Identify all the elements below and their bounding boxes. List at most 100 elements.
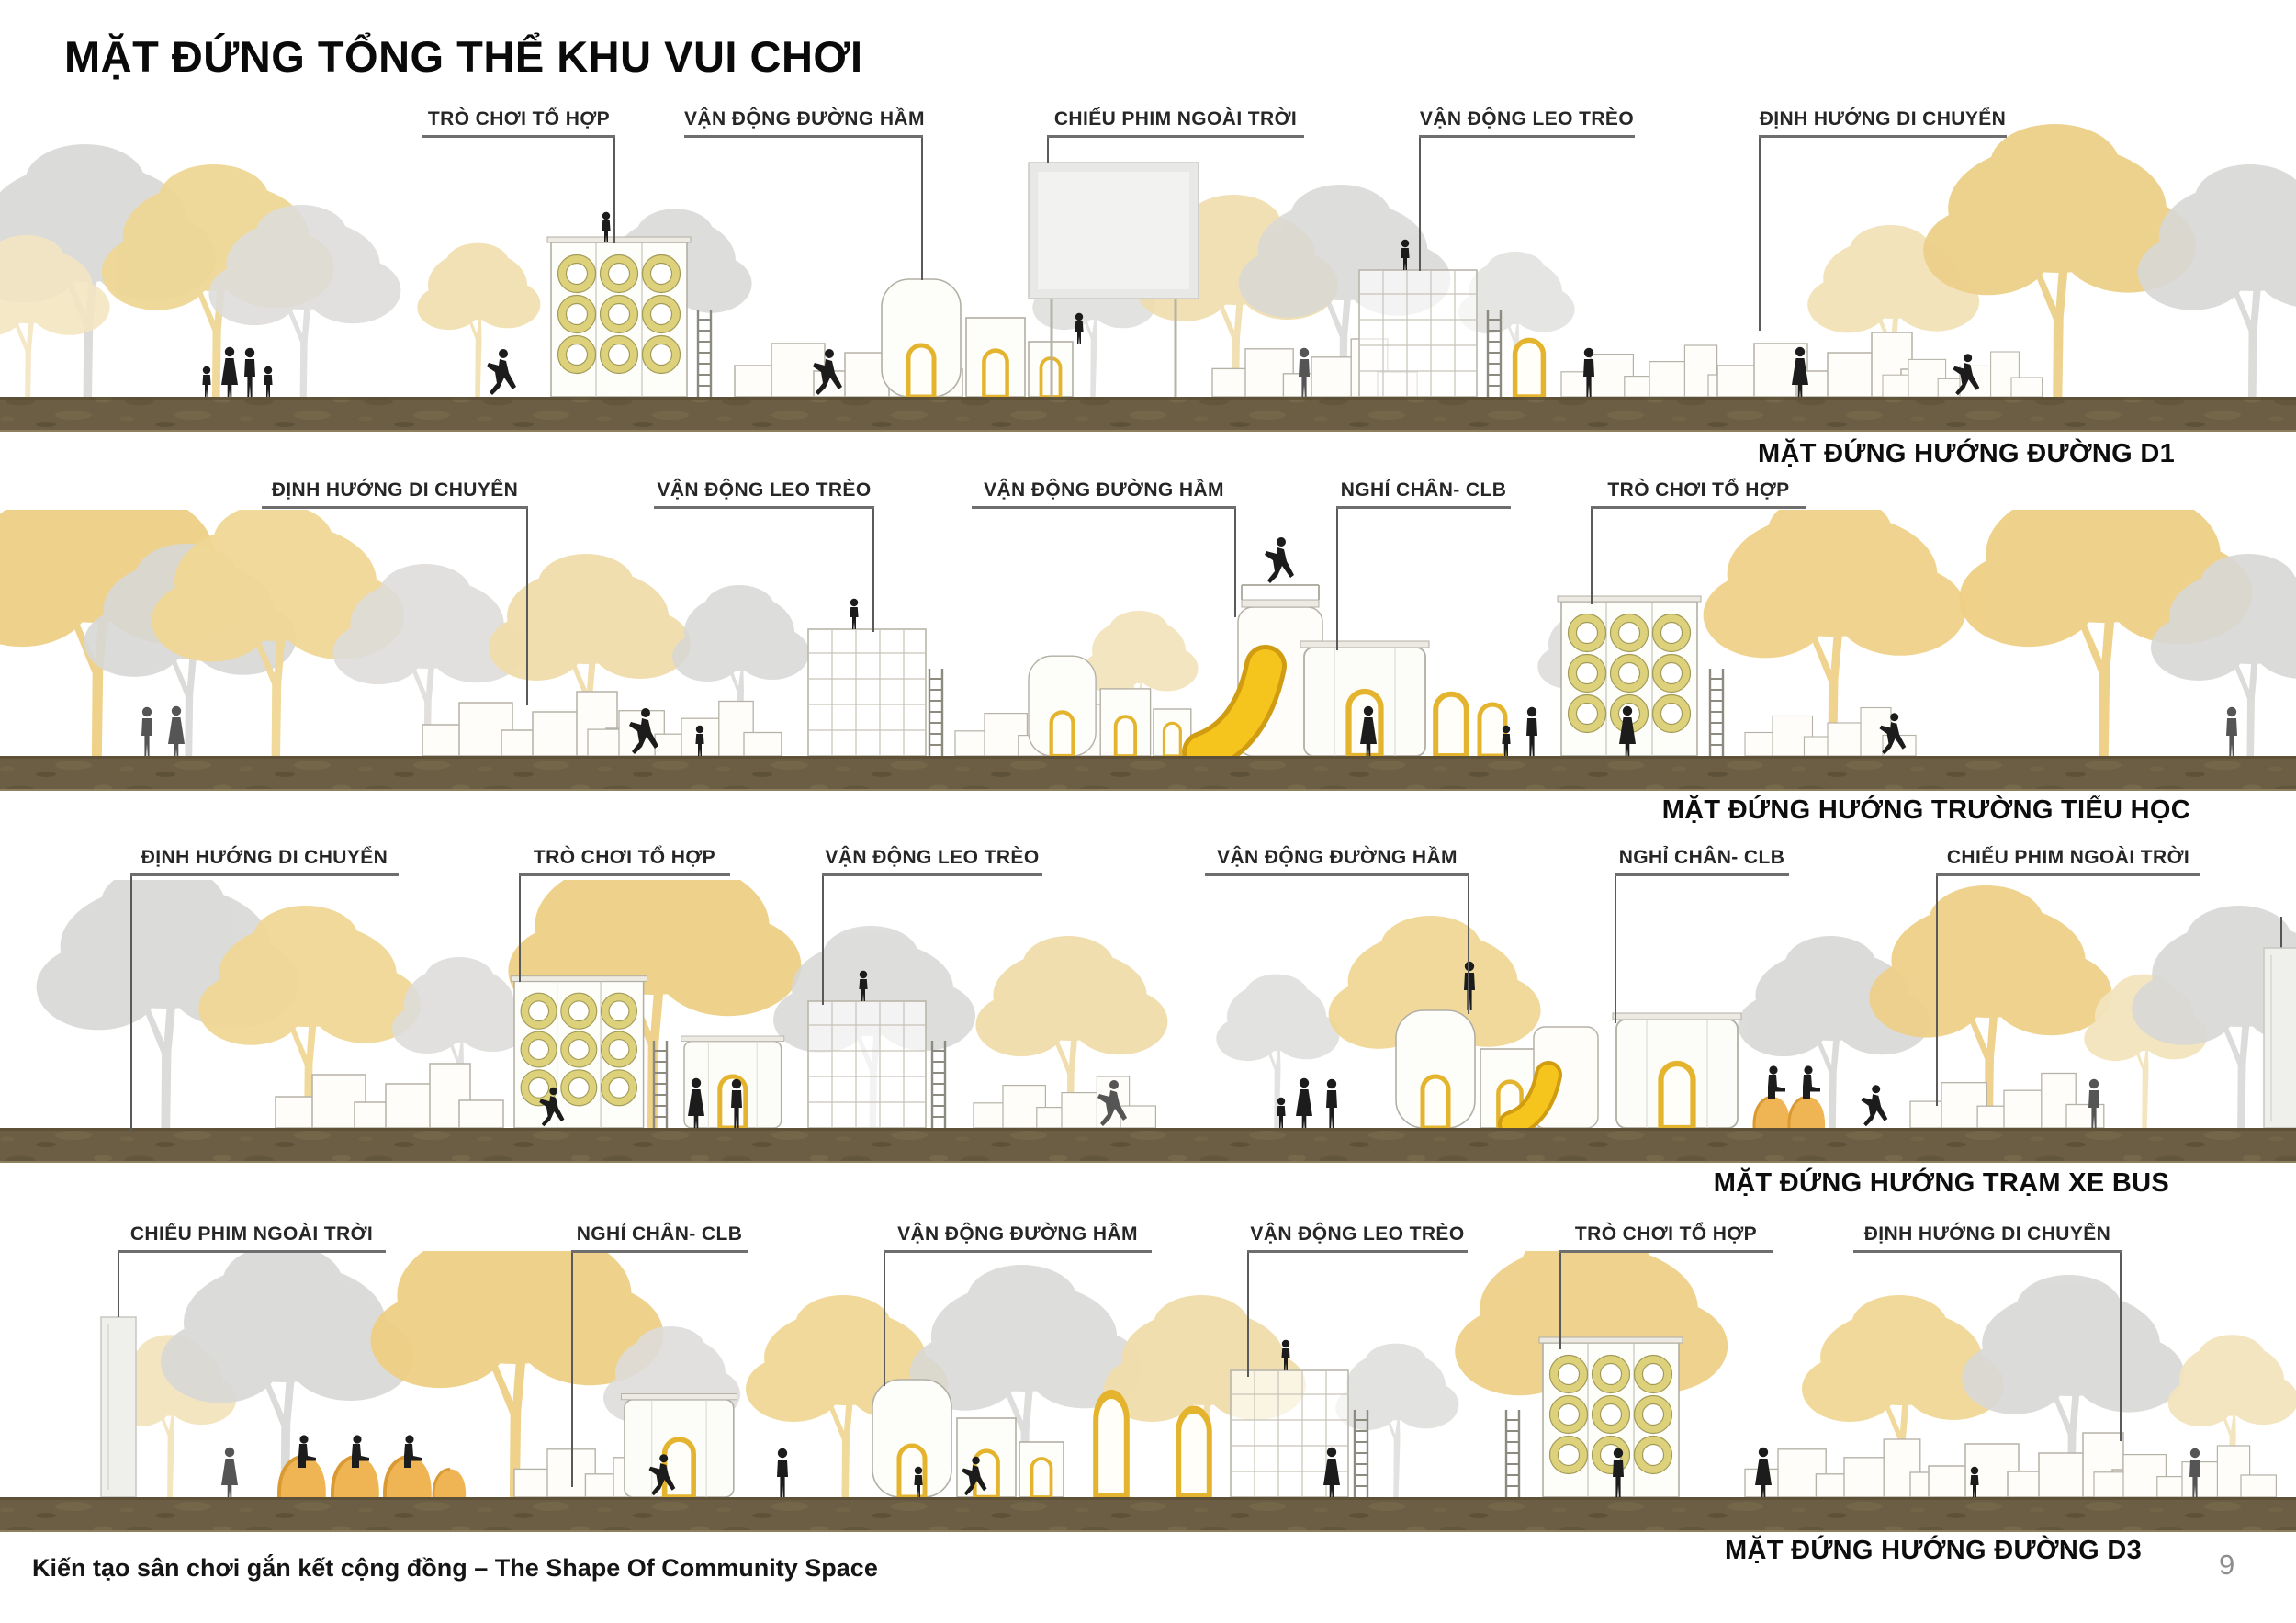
callout-tro-choi-to-hop: TRÒ CHƠI TỔ HỢP bbox=[519, 847, 730, 982]
callout-label: ĐỊNH HƯỚNG DI CHUYỂN bbox=[1863, 1223, 2111, 1245]
callout-underline bbox=[262, 506, 528, 509]
callout-underline bbox=[1047, 135, 1304, 138]
callout-nghi-chan-clb: NGHỈ CHÂN- CLB bbox=[1336, 479, 1511, 650]
callout-van-dong-duong-ham: VẬN ĐỘNG ĐƯỜNG HẦM bbox=[684, 108, 925, 280]
callout-label: VẬN ĐỘNG ĐƯỜNG HẦM bbox=[684, 108, 925, 130]
callout-underline bbox=[822, 873, 1042, 876]
callout-leader-line bbox=[884, 1252, 885, 1386]
callout-label: ĐỊNH HƯỚNG DI CHUYỂN bbox=[271, 479, 519, 501]
callout-label: VẬN ĐỘNG ĐƯỜNG HẦM bbox=[1217, 847, 1458, 868]
callout-underline bbox=[1559, 1250, 1773, 1253]
elevation-strip-tram-xe-bus: ĐỊNH HƯỚNG DI CHUYỂN TRÒ CHƠI TỔ HỢP VẬN… bbox=[0, 847, 2296, 1198]
callout-leader-line bbox=[571, 1252, 573, 1487]
callout-label: VẬN ĐỘNG LEO TRÈO bbox=[1250, 1223, 1465, 1245]
callout-leader-line bbox=[118, 1252, 119, 1317]
callout-underline bbox=[1615, 873, 1789, 876]
ground-band bbox=[0, 1497, 2296, 1532]
callout-leader-line bbox=[613, 137, 615, 243]
callout-label: TRÒ CHƠI TỔ HỢP bbox=[1607, 479, 1790, 501]
callout-label: TRÒ CHƠI TỔ HỢP bbox=[533, 847, 716, 868]
callout-leader-line bbox=[2120, 1252, 2122, 1441]
callout-tro-choi-to-hop: TRÒ CHƠI TỔ HỢP bbox=[1559, 1223, 1773, 1349]
callout-chieu-phim-ngoai-troi: CHIẾU PHIM NGOÀI TRỜI bbox=[1047, 108, 1304, 163]
strip-caption-d3: MẶT ĐỨNG HƯỚNG ĐƯỜNG D3 bbox=[1725, 1536, 2142, 1565]
callout-leader-line bbox=[1759, 137, 1761, 331]
callout-leader-line bbox=[872, 508, 874, 632]
callout-van-dong-leo-treo: VẬN ĐỘNG LEO TRÈO bbox=[822, 847, 1042, 1005]
callout-underline bbox=[118, 1250, 386, 1253]
callout-underline bbox=[884, 1250, 1152, 1253]
elevation-strip-tieu-hoc: ĐỊNH HƯỚNG DI CHUYỂN VẬN ĐỘNG LEO TRÈO V… bbox=[0, 479, 2296, 825]
callout-nghi-chan-clb: NGHỈ CHÂN- CLB bbox=[571, 1223, 748, 1487]
callout-leader-line bbox=[1336, 508, 1338, 650]
callout-underline bbox=[519, 873, 730, 876]
ground-band bbox=[0, 1128, 2296, 1163]
callout-van-dong-leo-treo: VẬN ĐỘNG LEO TRÈO bbox=[654, 479, 874, 632]
callout-van-dong-duong-ham: VẬN ĐỘNG ĐƯỜNG HẦM bbox=[1205, 847, 1469, 1014]
callout-dinh-huong-di-chuyen: ĐỊNH HƯỚNG DI CHUYỂN bbox=[262, 479, 528, 705]
callout-leader-line bbox=[1936, 875, 1938, 1106]
footer-credit: Kiến tạo sân chơi gắn kết cộng đồng – Th… bbox=[32, 1554, 878, 1582]
callout-leader-line bbox=[1234, 508, 1236, 617]
page-number: 9 bbox=[2219, 1549, 2235, 1581]
callout-label: VẬN ĐỘNG ĐƯỜNG HẦM bbox=[897, 1223, 1138, 1245]
callout-nghi-chan-clb: NGHỈ CHÂN- CLB bbox=[1615, 847, 1789, 1023]
callout-underline bbox=[1419, 135, 1635, 138]
callout-underline bbox=[1936, 873, 2200, 876]
callout-underline bbox=[1247, 1250, 1468, 1253]
callout-label: CHIẾU PHIM NGOÀI TRỜI bbox=[129, 1223, 374, 1245]
callout-underline bbox=[1336, 506, 1511, 509]
elevation-drawing-d3 bbox=[0, 1251, 2296, 1532]
callout-label: ĐỊNH HƯỚNG DI CHUYỂN bbox=[141, 847, 388, 868]
callout-underline bbox=[654, 506, 874, 509]
callout-underline bbox=[972, 506, 1236, 509]
strip-caption-tram-xe-bus: MẶT ĐỨNG HƯỚNG TRẠM XE BUS bbox=[1713, 1168, 2169, 1198]
structures-layer bbox=[422, 584, 1917, 773]
callout-van-dong-duong-ham: VẬN ĐỘNG ĐƯỜNG HẦM bbox=[972, 479, 1236, 617]
callout-leader-line bbox=[921, 137, 923, 280]
structures-layer bbox=[275, 916, 2296, 1138]
callout-underline bbox=[1759, 135, 2007, 138]
elevation-drawing-d1 bbox=[0, 124, 2296, 432]
callout-label: VẬN ĐỘNG LEO TRÈO bbox=[825, 847, 1040, 868]
callout-label: CHIẾU PHIM NGOÀI TRỜI bbox=[1053, 108, 1298, 130]
callout-underline bbox=[1205, 873, 1469, 876]
strip-caption-d1: MẶT ĐỨNG HƯỚNG ĐƯỜNG D1 bbox=[1758, 439, 2175, 468]
ground-band bbox=[0, 397, 2296, 432]
ground-band bbox=[0, 756, 2296, 791]
callout-van-dong-leo-treo: VẬN ĐỘNG LEO TRÈO bbox=[1419, 108, 1635, 271]
callout-underline bbox=[684, 135, 923, 138]
callout-leader-line bbox=[1419, 137, 1421, 271]
callout-label: VẬN ĐỘNG LEO TRÈO bbox=[1419, 108, 1635, 130]
mini-slide bbox=[1498, 1026, 1599, 1138]
callout-label: TRÒ CHƠI TỔ HỢP bbox=[1574, 1223, 1758, 1245]
strip-caption-tieu-hoc: MẶT ĐỨNG HƯỚNG TRƯỜNG TIỂU HỌC bbox=[1661, 795, 2190, 825]
callout-leader-line bbox=[1615, 875, 1616, 1023]
callout-leader-line bbox=[1559, 1252, 1561, 1349]
callout-label: NGHỈ CHÂN- CLB bbox=[1340, 479, 1507, 501]
callout-label: VẬN ĐỘNG ĐƯỜNG HẦM bbox=[984, 479, 1224, 501]
callout-leader-line bbox=[1047, 137, 1049, 163]
callout-chieu-phim-ngoai-troi: CHIẾU PHIM NGOÀI TRỜI bbox=[1936, 847, 2200, 1106]
callout-label: TRÒ CHƠI TỔ HỢP bbox=[427, 108, 611, 130]
callout-dinh-huong-di-chuyen: ĐỊNH HƯỚNG DI CHUYỂN bbox=[130, 847, 399, 1132]
callout-chieu-phim-ngoai-troi: CHIẾU PHIM NGOÀI TRỜI bbox=[118, 1223, 386, 1317]
callout-label: ĐỊNH HƯỚNG DI CHUYỂN bbox=[1759, 108, 2007, 130]
callout-van-dong-duong-ham: VẬN ĐỘNG ĐƯỜNG HẦM bbox=[884, 1223, 1152, 1386]
elevation-drawing-tieu-hoc bbox=[0, 510, 2296, 791]
callout-leader-line bbox=[822, 875, 824, 1005]
elevation-strip-d1: TRÒ CHƠI TỔ HỢP VẬN ĐỘNG ĐƯỜNG HẦM CHIẾU… bbox=[0, 83, 2296, 468]
callout-leader-line bbox=[1591, 508, 1593, 604]
callout-label: NGHỈ CHÂN- CLB bbox=[576, 1223, 743, 1245]
callout-underline bbox=[1853, 1250, 2122, 1253]
callout-underline bbox=[1591, 506, 1806, 509]
callout-tro-choi-to-hop: TRÒ CHƠI TỔ HỢP bbox=[422, 108, 615, 243]
callout-leader-line bbox=[130, 875, 132, 1132]
callout-label: CHIẾU PHIM NGOÀI TRỜI bbox=[1946, 847, 2190, 868]
callout-leader-line bbox=[1468, 875, 1469, 1014]
callout-van-dong-leo-treo: VẬN ĐỘNG LEO TRÈO bbox=[1247, 1223, 1468, 1377]
callout-underline bbox=[130, 873, 399, 876]
callout-leader-line bbox=[1247, 1252, 1249, 1377]
callout-dinh-huong-di-chuyen: ĐỊNH HƯỚNG DI CHUYỂN bbox=[1853, 1223, 2122, 1441]
